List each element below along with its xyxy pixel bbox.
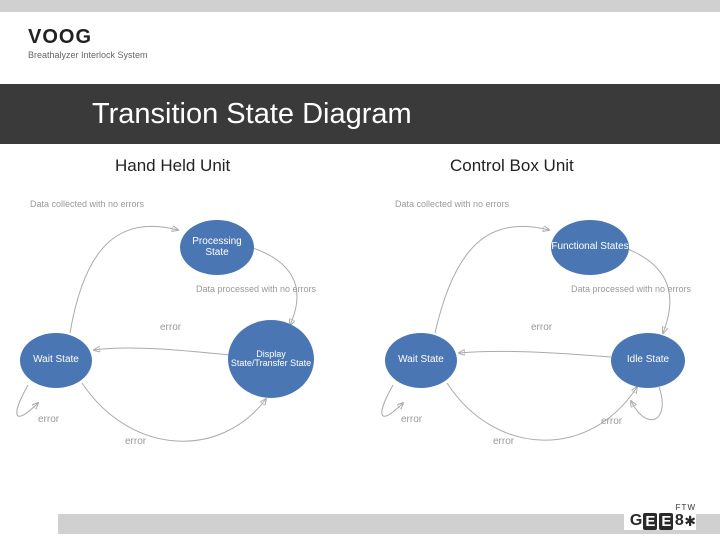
footer-brand-g: G <box>630 512 642 530</box>
page-title: Transition State Diagram <box>92 98 412 131</box>
footer-logo: FTW G E E 8 ✱ <box>624 503 696 530</box>
footer-ftw: FTW <box>630 503 696 512</box>
brand-logo-top: VOOG <box>28 26 148 49</box>
bottom-divider <box>58 514 720 534</box>
edge-label-a: Data collected with no errors <box>395 200 509 209</box>
diagram-handheld: Processing State Wait State Display State/… <box>0 185 360 485</box>
edge-label-e: error <box>125 437 146 448</box>
edge-3 <box>17 385 38 416</box>
edge-0 <box>435 226 549 333</box>
edge-2 <box>94 348 230 355</box>
edge-2 <box>459 351 611 357</box>
footer-brand: G E E 8 ✱ <box>630 512 696 530</box>
edge-5 <box>631 387 662 420</box>
left-panel-heading: Hand Held Unit <box>115 156 230 176</box>
brand-logo: VOOG Breathalyzer Interlock System <box>28 26 148 60</box>
state-node-right: Display State/Transfer State <box>228 320 314 398</box>
state-node-right: Idle State <box>611 333 685 388</box>
edge-label-c: error <box>160 323 181 334</box>
edge-label-a: Data collected with no errors <box>30 200 144 209</box>
title-bar: Transition State Diagram <box>0 84 720 144</box>
state-node-left: Wait State <box>385 333 457 388</box>
footer-brand-e2: E <box>659 513 673 530</box>
brand-subtitle: Breathalyzer Interlock System <box>28 50 148 60</box>
edge-label-d: error <box>401 415 422 426</box>
edge-label-c: error <box>531 323 552 334</box>
footer-brand-8: 8 <box>675 512 683 530</box>
diagram-controlbox: Functional States Wait State Idle State Da… <box>345 185 720 485</box>
edge-3 <box>382 385 403 416</box>
edge-0 <box>70 226 178 333</box>
top-divider <box>0 0 720 12</box>
footer-brand-e1: E <box>643 513 657 530</box>
state-node-top: Functional States <box>551 220 629 275</box>
edge-label-e: error <box>493 437 514 448</box>
state-node-left: Wait State <box>20 333 92 388</box>
edge-4 <box>447 383 637 440</box>
edge-label-b: Data processed with no errors <box>196 285 316 294</box>
state-node-top: Processing State <box>180 220 254 275</box>
brand-name: VOOG <box>28 26 92 49</box>
edge-label-f: error <box>601 417 622 428</box>
edge-label-b: Data processed with no errors <box>571 285 691 294</box>
asterisk-icon: ✱ <box>684 513 696 530</box>
edge-4 <box>82 383 266 441</box>
edge-label-d: error <box>38 415 59 426</box>
right-panel-heading: Control Box Unit <box>450 156 574 176</box>
